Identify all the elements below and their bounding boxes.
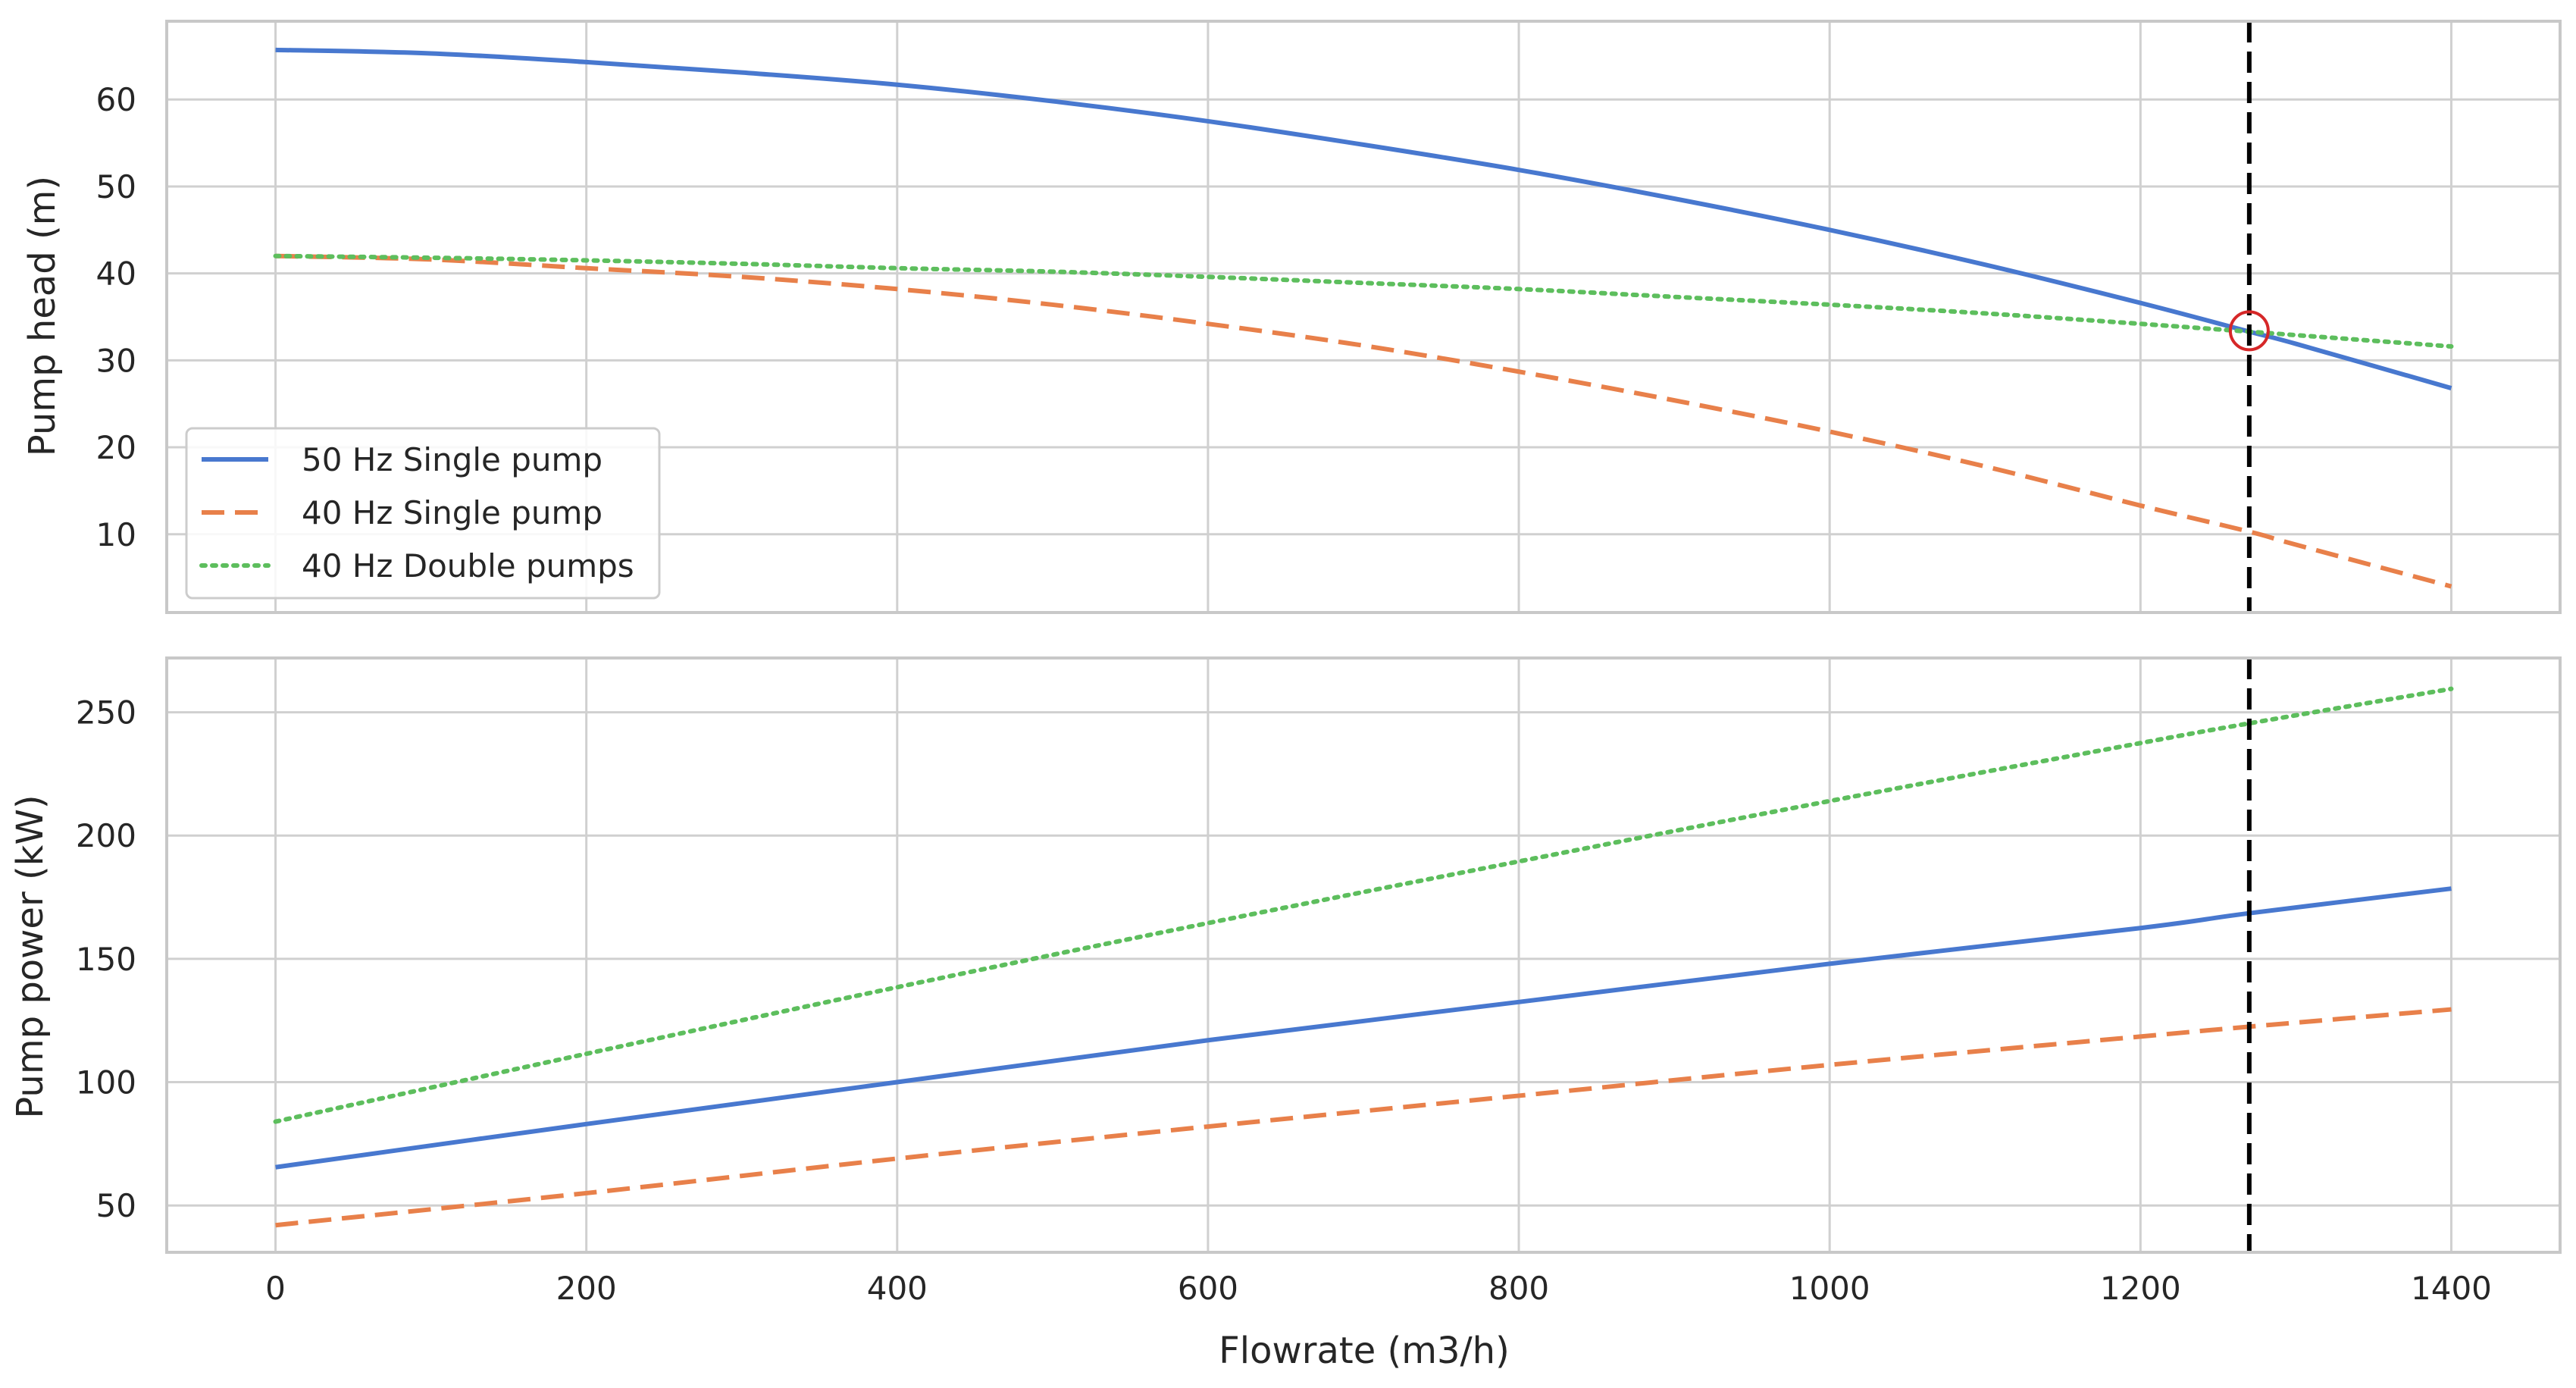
- series-line: [275, 47, 2452, 390]
- x-tick-label: 1400: [2411, 1270, 2492, 1307]
- pump-power-frame: [165, 656, 2562, 1254]
- pump-power-series: [273, 686, 2454, 1228]
- series-line: [275, 886, 2452, 1170]
- y-tick-label: 20: [96, 429, 136, 466]
- series-line: [273, 686, 2454, 1124]
- legend-box: [185, 427, 661, 600]
- pump-head-panel: 10 20 30 40 50 60 Pump head (m) 50 Hz Single …: [21, 20, 2562, 614]
- x-tick-label: 800: [1488, 1270, 1549, 1307]
- x-tick-label: 200: [556, 1270, 617, 1307]
- pump-head-overlay: [2228, 21, 2270, 613]
- series-line: [275, 253, 2452, 589]
- pump-power-panel: 0 200 400 600 800 1000 1200 140050100150200250 …: [9, 656, 2562, 1372]
- y-tick-label: 40: [96, 255, 136, 293]
- pump-head-grid: [167, 21, 2560, 613]
- y-tick-label: 150: [76, 941, 136, 978]
- series-line: [273, 253, 2454, 349]
- pump-head-legend: 50 Hz Single pump 40 Hz Single pump 40 Hz …: [185, 427, 661, 600]
- pump-power-grid: [167, 658, 2560, 1252]
- pump-head-frame: [165, 20, 2562, 614]
- x-tick-label: 400: [867, 1270, 928, 1307]
- x-tick-label: 0: [265, 1270, 286, 1307]
- pump-power-y-axis-label: Pump power (kW): [9, 794, 52, 1118]
- x-tick-label: 1000: [1789, 1270, 1870, 1307]
- y-tick-label: 50: [96, 168, 136, 205]
- flowrate-x-axis-label: Flowrate (m3/h): [1219, 1330, 1510, 1372]
- legend-label: 50 Hz Single pump: [302, 441, 603, 478]
- pump-head-tick-labels: 10 20 30 40 50 60: [96, 81, 136, 553]
- pump-head-y-axis-label: Pump head (m): [21, 176, 64, 456]
- pump-power-tick-labels: 0 200 400 600 800 1000 1200 1400 50 100 150 200 250: [76, 694, 2492, 1307]
- y-tick-label: 250: [76, 694, 136, 732]
- y-tick-label: 50: [96, 1187, 136, 1224]
- x-tick-label: 1200: [2100, 1270, 2181, 1307]
- legend-label: 40 Hz Single pump: [302, 494, 603, 531]
- x-tick-label: 600: [1178, 1270, 1238, 1307]
- y-tick-label: 30: [96, 342, 136, 379]
- y-tick-label: 200: [76, 817, 136, 854]
- intersection-marker: [2228, 310, 2270, 352]
- y-tick-label: 10: [96, 516, 136, 553]
- legend-label: 40 Hz Double pumps: [302, 547, 634, 584]
- y-tick-label: 60: [96, 81, 136, 118]
- pump-head-series: [273, 47, 2454, 589]
- series-line: [275, 1007, 2452, 1228]
- y-tick-label: 100: [76, 1064, 136, 1101]
